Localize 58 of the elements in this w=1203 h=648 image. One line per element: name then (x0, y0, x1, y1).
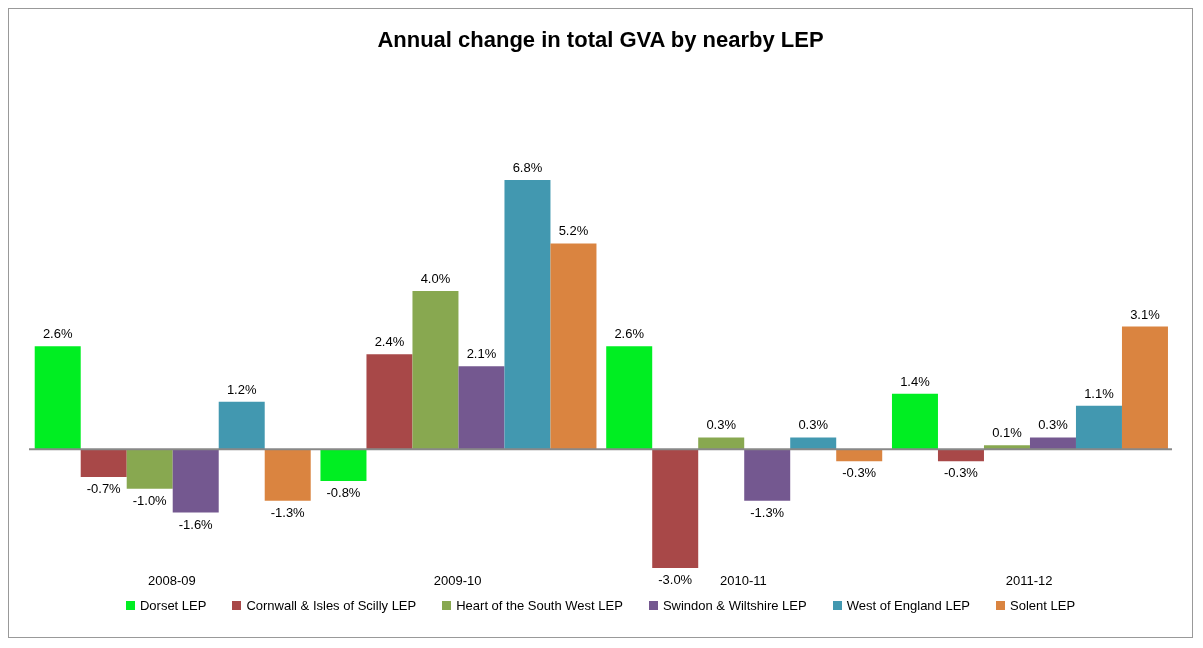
data-label: -0.3% (943, 465, 979, 481)
data-label: 1.2% (226, 381, 257, 397)
bar (744, 449, 791, 501)
data-label: 2.1% (466, 346, 497, 362)
data-label: -0.7% (86, 480, 122, 496)
data-label: 0.1% (992, 425, 1023, 441)
x-tick-label: 2010-11 (720, 573, 767, 589)
legend-label: Swindon & Wiltshire LEP (661, 598, 807, 613)
data-label: 2.4% (374, 334, 405, 350)
bar (1029, 437, 1076, 450)
bar (366, 354, 413, 450)
bar (80, 449, 127, 477)
x-tick-label: 2009-10 (433, 573, 482, 589)
bar (264, 449, 311, 501)
data-label: 0.3% (706, 417, 737, 433)
data-label: 2.6% (614, 326, 645, 342)
bar (836, 449, 883, 462)
bar (218, 401, 265, 450)
data-label: 5.2% (558, 223, 589, 239)
data-label: -1.3% (270, 504, 306, 520)
bar (550, 243, 597, 450)
data-label: -1.0% (132, 492, 168, 508)
bar (320, 449, 367, 481)
bar (790, 437, 837, 450)
chart-title: Annual change in total GVA by nearby LEP (376, 26, 825, 53)
legend-label: Solent LEP (1009, 598, 1076, 613)
bar (172, 449, 219, 513)
x-tick-label: 2008-09 (148, 573, 196, 589)
bar (891, 393, 938, 450)
bar (504, 180, 551, 450)
bar (937, 449, 984, 462)
bar (1121, 326, 1168, 450)
data-label: 4.0% (420, 270, 451, 286)
data-label: 0.3% (1038, 417, 1069, 433)
data-label: 6.8% (512, 160, 543, 176)
bar (698, 437, 745, 450)
data-label: 1.1% (1084, 385, 1115, 401)
bar (34, 346, 81, 450)
data-label: -1.6% (178, 516, 214, 532)
legend-label: Cornwall & Isles of Scilly LEP (245, 598, 417, 613)
legend-label: West of England LEP (845, 598, 971, 613)
bar (412, 290, 459, 450)
legend-label: Heart of the South West LEP (455, 598, 623, 613)
data-label: -0.8% (326, 484, 361, 500)
data-label: -0.3% (842, 465, 877, 481)
data-label: 2.6% (42, 326, 73, 342)
legend-label: Dorset LEP (138, 598, 207, 613)
data-label: 3.1% (1130, 306, 1161, 322)
bar (458, 366, 505, 450)
data-label: -3.0% (658, 572, 693, 587)
data-label: 1.4% (900, 373, 931, 389)
bar (652, 449, 699, 568)
bar (606, 346, 653, 450)
data-label: 0.3% (798, 417, 829, 433)
bar (126, 449, 173, 489)
data-label: -1.3% (750, 504, 785, 520)
x-tick-label: 2011-12 (1005, 573, 1053, 589)
bar (1075, 405, 1122, 450)
